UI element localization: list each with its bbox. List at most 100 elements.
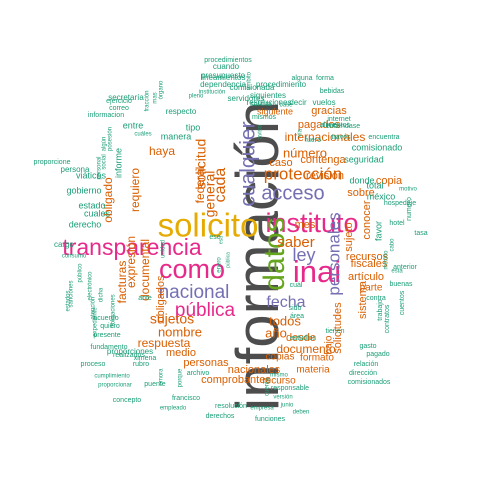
cloud-word: formato xyxy=(300,353,334,364)
cloud-word: proporcione xyxy=(34,159,71,166)
cloud-word: pública xyxy=(175,300,236,321)
cloud-word: copias xyxy=(266,352,295,363)
cloud-word: nacional xyxy=(159,282,230,303)
cloud-word: atención xyxy=(91,297,97,320)
cloud-word: motivo xyxy=(399,187,417,193)
cloud-word: electrónico xyxy=(88,271,94,301)
cloud-word: aviso xyxy=(258,124,264,139)
cloud-word: forma xyxy=(316,75,334,82)
cloud-word: contra xyxy=(366,295,386,302)
cloud-word: consumo xyxy=(62,254,87,260)
cloud-word: numero xyxy=(406,197,413,221)
cloud-word: obligaciones xyxy=(111,294,117,327)
cloud-word: cabo xyxy=(390,238,396,252)
cloud-word: manera xyxy=(161,131,192,141)
cloud-word: entre xyxy=(123,120,144,130)
cloud-word: fuero xyxy=(305,137,321,144)
cloud-word: documento xyxy=(276,342,336,356)
cloud-word: haya xyxy=(149,144,175,158)
cloud-word: caso xyxy=(269,157,292,169)
cloud-word: siguientes xyxy=(250,91,286,100)
cloud-word: empresa xyxy=(250,406,274,412)
cloud-word: sido xyxy=(289,305,302,312)
cloud-word: francisco xyxy=(172,395,200,402)
cloud-word: datos xyxy=(258,217,291,290)
cloud-word: mexico xyxy=(384,250,390,270)
cloud-word: rubro xyxy=(133,361,149,368)
cloud-word: vuelos xyxy=(312,98,335,107)
cloud-word: pagado xyxy=(366,351,389,358)
cloud-word: estados xyxy=(66,290,72,311)
cloud-word: ese xyxy=(209,234,220,241)
cloud-word: total xyxy=(366,180,383,190)
cloud-word: algún xyxy=(102,137,108,152)
cloud-word: inai xyxy=(293,254,341,289)
cloud-word: acceso xyxy=(261,182,324,204)
cloud-word: hotel xyxy=(389,220,405,227)
cloud-word: obligados xyxy=(155,275,167,323)
cloud-word: comisionado xyxy=(352,142,403,152)
cloud-word: personal xyxy=(97,156,103,179)
cloud-word: general xyxy=(202,171,218,218)
cloud-word: sujeto xyxy=(343,222,355,251)
cloud-word: requiero xyxy=(128,168,142,212)
cloud-word: medio xyxy=(166,347,196,359)
cloud-word: informe xyxy=(113,148,123,178)
cloud-word: resoluciones xyxy=(247,98,292,107)
cloud-word: materia xyxy=(296,365,330,376)
cloud-word: facturas xyxy=(115,261,129,304)
cloud-word: anterior xyxy=(393,264,417,271)
cloud-word: donde xyxy=(349,175,374,185)
cloud-word: dicha xyxy=(99,287,105,302)
cloud-word: solicitud xyxy=(193,139,209,190)
cloud-word: dependencia xyxy=(200,80,246,89)
cloud-word: público xyxy=(78,263,84,283)
cloud-word: empleado xyxy=(160,406,187,412)
cloud-word: número xyxy=(283,145,327,160)
cloud-word: conocer xyxy=(361,200,373,239)
cloud-word: cuales xyxy=(84,208,111,218)
cloud-word: resolución xyxy=(215,403,247,410)
cloud-word: área xyxy=(290,313,304,320)
cloud-word: emora xyxy=(159,368,165,386)
cloud-word: comisionados xyxy=(348,379,391,386)
cloud-word: seguridad xyxy=(344,154,384,164)
cloud-word: año xyxy=(265,325,287,340)
cloud-word: personas xyxy=(183,357,229,369)
cloud-word: méxico xyxy=(367,191,396,201)
cloud-word: siguiente xyxy=(257,106,293,116)
cloud-word: expresión xyxy=(124,236,138,288)
cloud-word: tasa xyxy=(414,230,427,237)
cloud-word: servidores xyxy=(228,94,265,103)
cloud-word: informacion xyxy=(88,112,124,119)
cloud-word: acuerdo xyxy=(93,315,118,322)
cloud-word: parte xyxy=(360,283,383,294)
cloud-word: recursos xyxy=(346,251,389,263)
cloud-word: persona xyxy=(61,165,90,174)
cloud-word: comprobantes xyxy=(201,374,271,386)
cloud-word: federal xyxy=(193,167,207,204)
cloud-word: alimentos xyxy=(320,122,350,129)
cloud-word: correo xyxy=(109,105,129,112)
cloud-word: información xyxy=(224,101,291,411)
cloud-word: posesión xyxy=(108,127,114,151)
cloud-word: relación xyxy=(354,361,379,368)
cloud-word: tienen xyxy=(325,328,344,335)
cloud-word: solicito xyxy=(158,207,259,244)
cloud-word: contenga xyxy=(300,154,346,166)
cloud-word: vía xyxy=(298,128,304,137)
cloud-word: institución xyxy=(199,90,226,96)
cloud-word: personales xyxy=(324,212,343,295)
cloud-word: mes xyxy=(295,219,316,231)
cloud-word: nacionales xyxy=(228,364,281,376)
cloud-word: alguna xyxy=(291,75,312,82)
cloud-word: enero xyxy=(217,257,223,273)
cloud-word: dirección xyxy=(349,370,377,377)
cloud-word: fundamento xyxy=(91,344,128,351)
cloud-word: mismo xyxy=(270,373,288,379)
cloud-word: mas xyxy=(153,92,159,103)
cloud-word: junio xyxy=(280,403,294,409)
cloud-word: todos xyxy=(269,313,301,328)
